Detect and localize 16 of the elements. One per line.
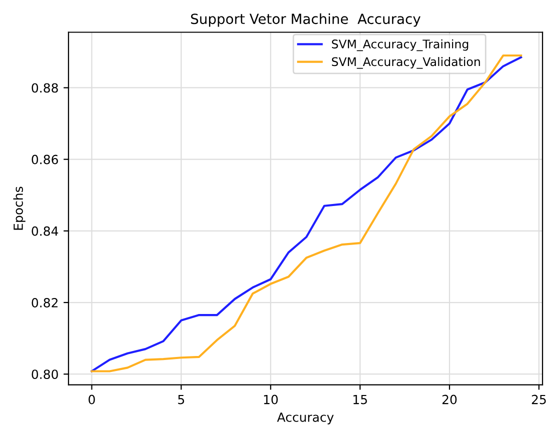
x-tick-label: 15 (353, 394, 367, 404)
y-axis-title: Epochs (13, 186, 26, 230)
legend-label: SVM_Accuracy_Validation (332, 56, 480, 69)
x-tick-label: 0 (88, 394, 95, 404)
x-tick-label: 25 (532, 394, 546, 404)
y-tick-label: 0.80 (32, 370, 58, 380)
y-tick-label: 0.88 (32, 83, 58, 93)
y-tick-label: 0.82 (32, 298, 58, 308)
x-axis-title: Accuracy (277, 412, 334, 424)
x-tick-label: 10 (264, 394, 278, 404)
y-tick-label: 0.84 (32, 226, 58, 236)
legend-label: SVM_Accuracy_Training (332, 39, 468, 52)
y-tick-label: 0.86 (32, 154, 58, 164)
x-tick-label: 5 (178, 394, 184, 404)
chart-title: Support Vetor Machine Accuracy (191, 13, 420, 27)
x-tick-label: 20 (442, 394, 457, 404)
